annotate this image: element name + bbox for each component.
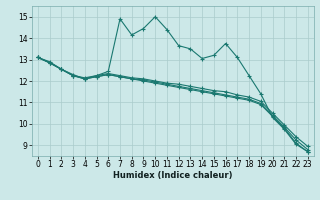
X-axis label: Humidex (Indice chaleur): Humidex (Indice chaleur)	[113, 171, 233, 180]
